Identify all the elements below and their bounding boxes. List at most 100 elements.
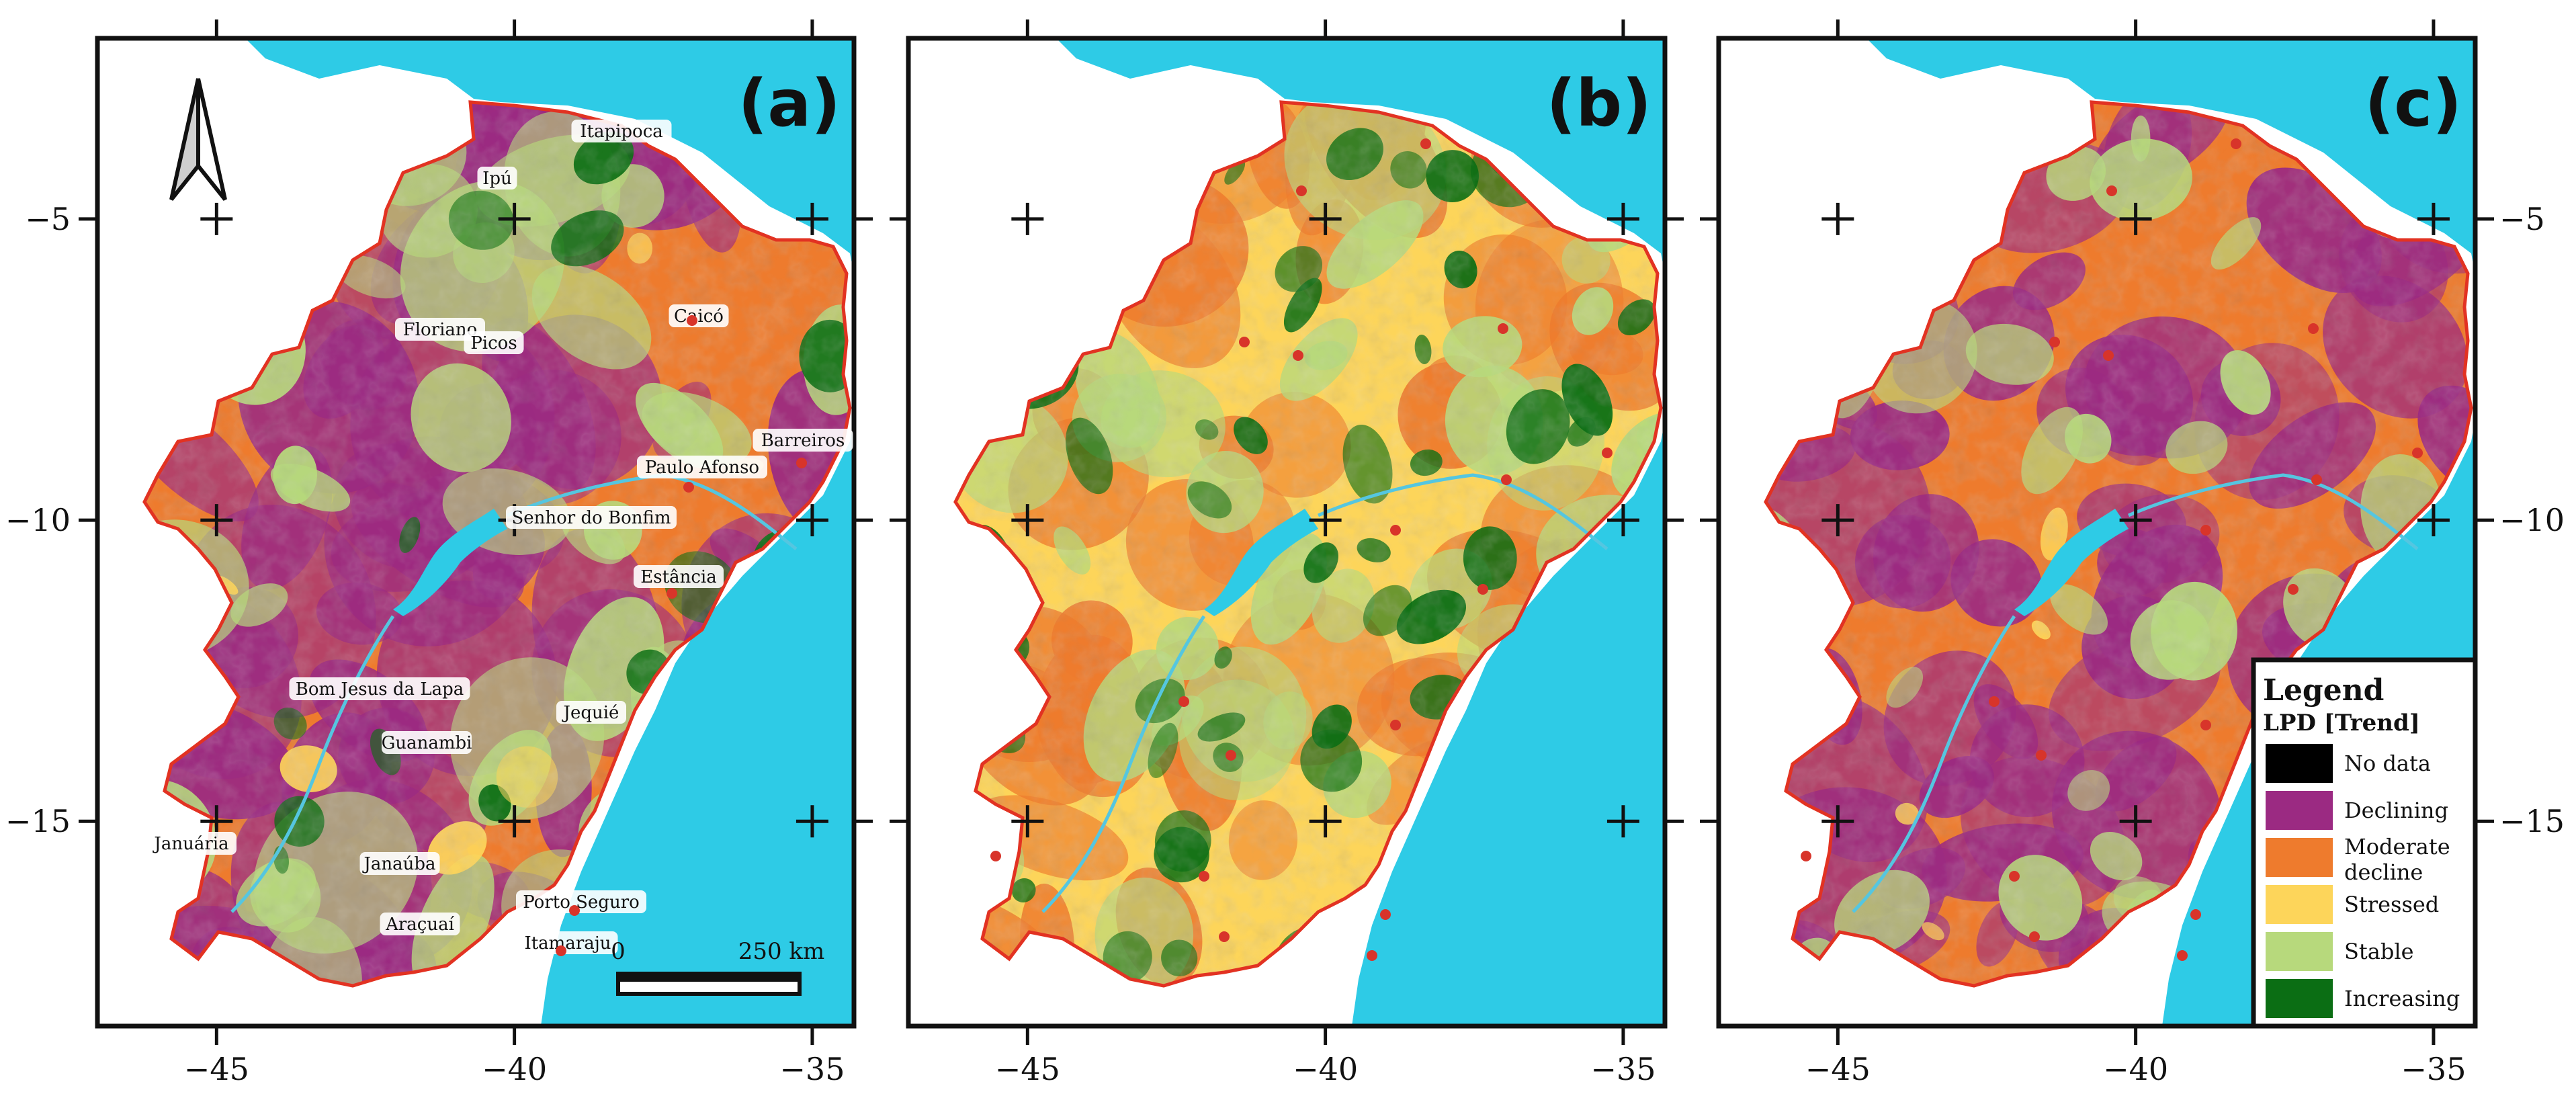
city-marker [2412,448,2423,458]
city-label: Porto Seguro [516,890,646,913]
legend-swatch [2266,744,2333,783]
city-marker [2049,337,2060,347]
city-marker [683,482,694,493]
city-marker [1602,448,1613,458]
city-marker [1296,185,1307,196]
legend-swatch [2266,932,2333,971]
city-label: Itapipoca [571,120,672,142]
city-marker [1390,720,1401,730]
graticule-cross [2417,202,2450,235]
legend-subtitle: LPD [Trend] [2263,710,2420,736]
x-tick-label: −40 [1293,1051,1358,1087]
graticule-cross [200,202,233,235]
city-name: Barreiros [761,431,845,451]
legend-swatch [2266,791,2333,830]
legend-item-label: Declining [2344,798,2448,823]
map-panel-a: −45 −40 −35−5−10−15(a)ItapipocaIpúCaicóFlo… [5,19,873,1087]
city-name: Jequié [562,703,619,723]
city-marker [796,458,807,468]
graticule-cross [2119,504,2152,537]
scale-bar-end: 250 km [738,938,825,965]
city-label: Barreiros [753,429,853,452]
y-tick-label-left: −10 [5,502,71,538]
graticule-cross [1011,202,1044,235]
city-marker [1801,851,1811,861]
city-name: Guanambi [382,733,472,753]
city-name: Janaúba [361,854,435,874]
graticule-cross [1821,202,1854,235]
city-label: Caicó [669,304,729,327]
graticule-cross [1606,202,1639,235]
x-tick-label: −40 [482,1051,547,1087]
map-panel-b: −45 −40 −35 (b) [890,19,1684,1087]
graticule-cross [2119,805,2152,838]
sao-francisco-river [1041,473,1608,913]
legend-item-label: Stable [2344,939,2414,964]
city-marker [2308,323,2319,334]
panel-label-a: (a) [738,66,841,141]
city-label: Picos [464,331,524,354]
reservoir-lake [393,509,507,616]
city-marker [687,315,697,326]
city-marker [2177,950,2188,961]
graticule-cross [1606,805,1639,838]
graticule-cross [2119,202,2152,235]
x-tick-label: −35 [779,1051,845,1087]
city-marker [1477,584,1488,595]
city-name: Estância [640,567,716,587]
panel-frame [1716,36,2478,1029]
graticule-cross [1309,805,1342,838]
city-marker [1420,138,1431,149]
city-label: Estância [634,565,724,588]
legend-item-label: Increasing [2344,986,2460,1011]
city-label: Ipú [477,167,517,189]
city-marker [1498,323,1508,334]
city-marker [1367,950,1377,961]
city-name: Porto Seguro [523,892,640,913]
city-label: Senhor do Bonfim [506,506,677,529]
city-marker [1501,474,1512,485]
graticule-cross [1606,504,1639,537]
graticule-cross [1011,504,1044,537]
city-marker [2009,871,2020,882]
city-label: Paulo Afonso [637,456,767,478]
city-name: Paulo Afonso [645,458,759,478]
y-tick-label-left: −5 [25,201,71,237]
city-marker [1293,350,1303,361]
x-tick-label: −40 [2103,1051,2168,1087]
city-label: Janaúba [359,852,440,875]
city-marker [1178,696,1189,707]
city-label: Itamaraju [517,931,618,954]
graticule-cross [1821,504,1854,537]
legend-swatch [2266,838,2333,877]
graticule-cross [796,202,828,235]
x-tick-label: −35 [1590,1051,1656,1087]
graticule-cross [2417,504,2450,537]
graticule-cross [1011,805,1044,838]
x-tick-label: −45 [184,1051,249,1087]
legend-item-label: Stressed [2344,892,2439,917]
city-marker [1219,931,1230,942]
city-marker [2029,931,2040,942]
legend-item-label: No data [2344,751,2431,776]
city-name: Itapipoca [580,122,663,142]
city-marker [2036,750,2047,761]
legend-item-label: decline [2344,859,2423,885]
graticule-cross [796,805,828,838]
city-marker [2106,185,2117,196]
city-name: Senhor do Bonfim [511,508,671,528]
y-tick-label-right: −5 [2499,201,2545,237]
city-marker [1390,525,1401,536]
city-marker [2103,350,2114,361]
city-marker [2190,909,2201,920]
city-marker [556,945,566,956]
graticule-cross [1309,202,1342,235]
city-name: Itamaraju [524,933,611,954]
graticule-cross [200,504,233,537]
x-tick-label: −35 [2401,1051,2466,1087]
city-name: Bom Jesus da Lapa [296,679,464,700]
city-label: Araçuaí [380,913,460,935]
city-marker [2200,720,2211,730]
